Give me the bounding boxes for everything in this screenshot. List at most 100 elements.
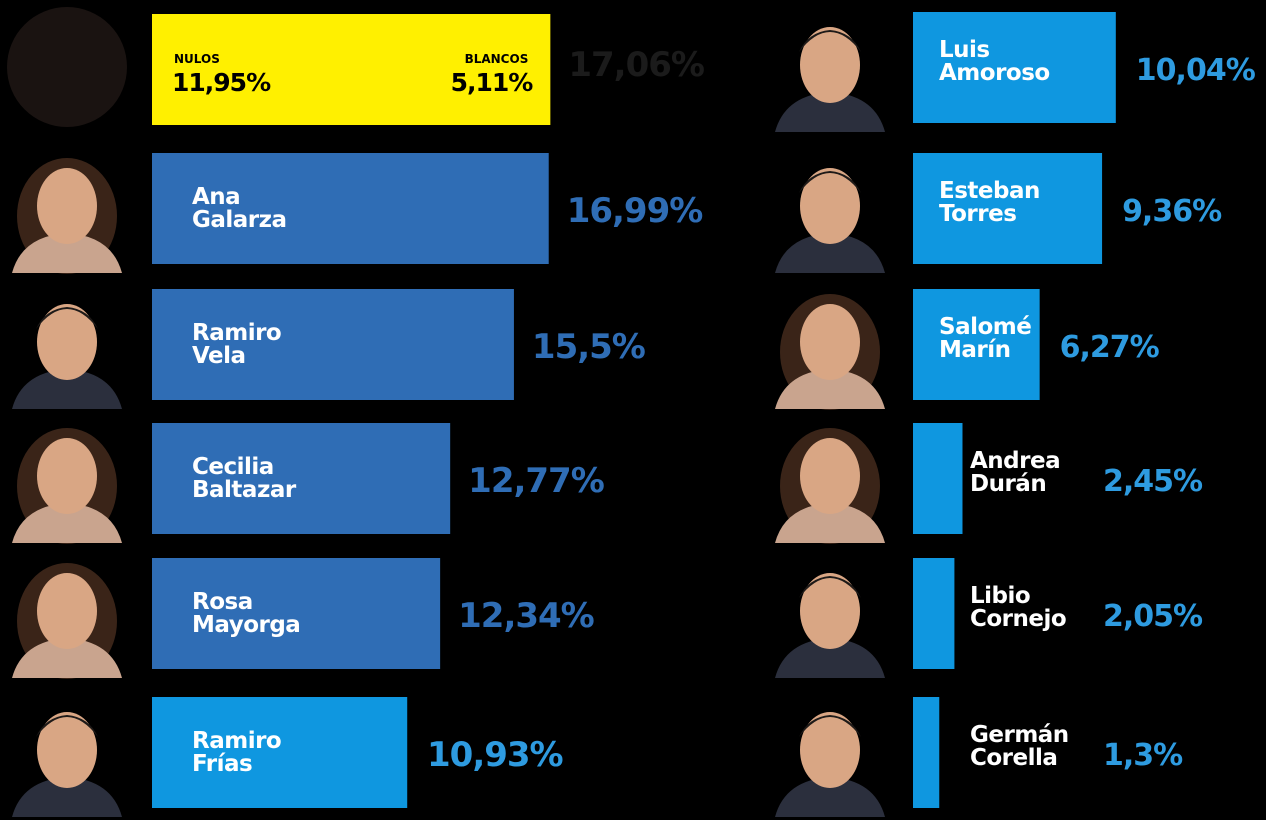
candidate-first-name: Germán [970, 722, 1069, 748]
shoulders-shape [775, 777, 885, 817]
shoulders-shape [775, 233, 885, 273]
face-shape [800, 573, 860, 649]
candidate-photo [12, 428, 122, 544]
candidate-photo [775, 712, 885, 817]
nulos-value: 11,95% [172, 68, 271, 97]
hair-shape [799, 715, 861, 737]
candidate-photo [775, 428, 885, 544]
face-shape [37, 712, 97, 788]
candidate-percentage: 2,05% [1103, 599, 1203, 634]
shoulders-shape [12, 777, 122, 817]
candidate-percentage: 12,34% [458, 596, 594, 636]
candidate-last-name: Amoroso [939, 60, 1050, 86]
shoulders-shape [775, 369, 885, 409]
shoulders-shape [12, 369, 122, 409]
face-shape [800, 27, 860, 103]
candidate-last-name: Galarza [192, 207, 287, 233]
shoulders-shape [12, 638, 122, 678]
candidate-bar [152, 289, 514, 400]
candidate-percentage: 1,3% [1103, 738, 1183, 773]
candidate-photo [12, 563, 122, 679]
candidate-last-name: Torres [939, 201, 1016, 227]
candidate-last-name: Vela [192, 343, 246, 369]
candidate-photo [12, 712, 122, 817]
candidate-bar [913, 289, 1040, 400]
hair-shape [799, 171, 861, 193]
candidate-last-name: Corella [970, 745, 1057, 771]
candidate-percentage: 6,27% [1060, 330, 1160, 365]
candidate-photo [12, 158, 122, 274]
candidate-last-name: Marín [939, 337, 1011, 363]
candidate-percentage: 9,36% [1122, 194, 1222, 229]
candidate-first-name: Ramiro [192, 728, 281, 754]
nulos-blancos-row: NULOS 11,95% BLANCOS 5,11% 17,06% [7, 7, 705, 127]
candidate-first-name: Libio [970, 583, 1030, 609]
hair-shape [799, 30, 861, 52]
shoulders-shape [12, 233, 122, 273]
face-shape [800, 304, 860, 380]
blancos-value: 5,11% [451, 68, 534, 97]
face-shape [800, 168, 860, 244]
hair-shape [36, 307, 98, 329]
candidate-last-name: Mayorga [192, 612, 300, 638]
candidate-first-name: Rosa [192, 589, 253, 615]
shoulders-shape [12, 503, 122, 543]
candidate-percentage: 12,77% [468, 461, 604, 501]
nulos-blancos-total-value: 17,06% [568, 45, 704, 85]
face-shape [800, 438, 860, 514]
candidate-percentage: 10,04% [1136, 53, 1256, 88]
face-shape [37, 168, 97, 244]
candidate-photo [775, 294, 885, 410]
face-shape [800, 712, 860, 788]
candidate-photo [12, 304, 122, 409]
candidate-photo [775, 168, 885, 273]
candidate-bar [152, 153, 549, 264]
empty-circle-icon [7, 7, 127, 127]
candidate-percentage: 10,93% [427, 735, 563, 775]
candidate-last-name: Cornejo [970, 606, 1066, 632]
face-shape [37, 304, 97, 380]
candidate-first-name: Ana [192, 184, 240, 210]
candidate-percentage: 15,5% [532, 327, 645, 367]
candidate-first-name: Ramiro [192, 320, 281, 346]
candidate-percentage: 16,99% [567, 191, 703, 231]
candidate-last-name: Frías [192, 751, 252, 777]
candidate-last-name: Durán [970, 471, 1046, 497]
candidate-bar [913, 697, 940, 808]
candidate-first-name: Salomé [939, 314, 1031, 340]
face-shape [37, 573, 97, 649]
candidate-photo [775, 27, 885, 132]
shoulders-shape [775, 638, 885, 678]
nulos-label: NULOS [174, 52, 220, 66]
candidate-last-name: Baltazar [192, 477, 297, 503]
candidate-bar [913, 423, 963, 534]
candidate-bar [913, 153, 1103, 264]
candidate-first-name: Cecilia [192, 454, 274, 480]
candidate-first-name: Esteban [939, 178, 1040, 204]
shoulders-shape [775, 92, 885, 132]
candidate-first-name: Luis [939, 37, 990, 63]
face-shape [37, 438, 97, 514]
candidate-percentage: 2,45% [1103, 464, 1203, 499]
candidate-bar [913, 12, 1116, 123]
bar-nulos-blancos [152, 14, 551, 125]
candidate-bar [152, 697, 408, 808]
candidate-bar [913, 558, 955, 669]
blancos-label: BLANCOS [465, 52, 529, 66]
hair-shape [36, 715, 98, 737]
candidate-bar [152, 558, 441, 669]
shoulders-shape [775, 503, 885, 543]
hair-shape [799, 576, 861, 598]
